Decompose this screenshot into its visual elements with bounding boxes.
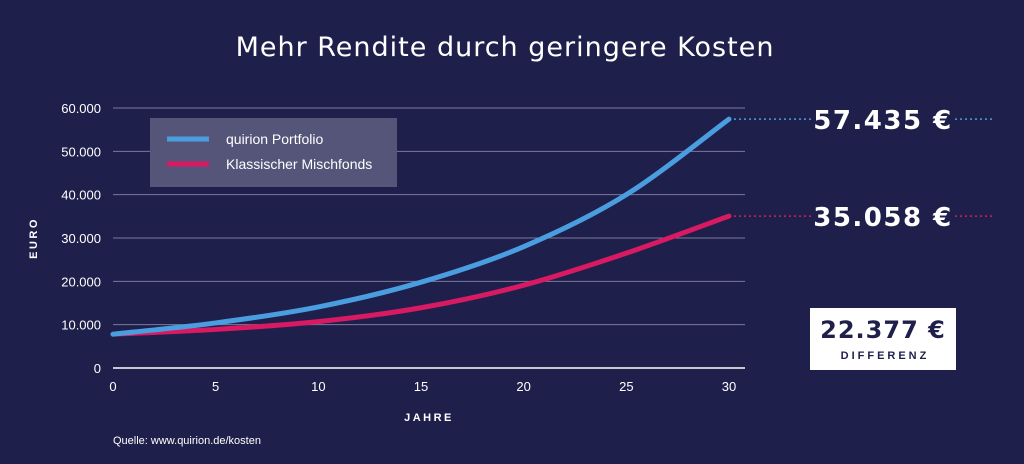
legend-box [150,118,397,187]
x-tick-label: 15 [414,379,428,394]
legend-label-quirion: quirion Portfolio [226,131,323,147]
series-line-quirion [110,116,732,337]
x-tick-label: 25 [619,379,633,394]
end-value-mischfonds: 35.058 € [813,203,952,233]
y-tick-label: 20.000 [61,274,101,289]
y-tick-label: 10.000 [61,318,101,333]
x-tick-label: 20 [516,379,530,394]
source-note: Quelle: www.quirion.de/kosten [113,435,261,447]
end-value-labels: 57.435 € 35.058 € [729,106,994,233]
x-tick-label: 0 [109,379,116,394]
difference-box-background [810,308,956,370]
difference-label: DIFFERENZ [841,350,930,362]
y-axis-ticks: 0 10.000 20.000 30.000 40.000 50.000 60.000 [61,101,101,376]
x-axis-ticks: 0 5 10 15 20 25 30 [109,379,736,394]
y-axis-title: EURO [28,217,40,259]
y-tick-label: 40.000 [61,188,101,203]
difference-box: 22.377 € DIFFERENZ [810,308,956,370]
series-lines [110,116,732,337]
legend-label-mischfonds: Klassischer Mischfonds [226,156,372,172]
y-tick-label: 30.000 [61,231,101,246]
x-tick-label: 5 [212,379,219,394]
end-value-quirion: 57.435 € [813,106,952,136]
x-tick-label: 10 [311,379,325,394]
x-axis-title: JAHRE [404,412,454,424]
y-tick-label: 50.000 [61,144,101,159]
series-line-mischfonds [110,213,732,337]
chart-title: Mehr Rendite durch geringere Kosten [236,32,775,63]
x-tick-label: 30 [722,379,736,394]
difference-value: 22.377 € [820,316,946,344]
y-tick-label: 60.000 [61,101,101,116]
legend: quirion Portfolio Klassischer Mischfonds [150,118,397,187]
y-tick-label: 0 [94,361,101,376]
